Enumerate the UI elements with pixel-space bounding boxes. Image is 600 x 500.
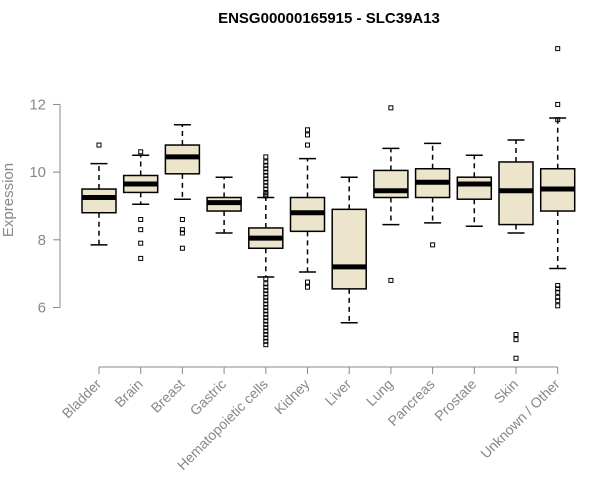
x-tick-label: Lung [363, 376, 396, 409]
outlier-point [263, 176, 269, 182]
outlier-point [555, 101, 561, 107]
outlier-point [555, 298, 561, 304]
y-tick-label: 8 [38, 232, 46, 249]
outlier-point [263, 308, 269, 314]
outlier-point [263, 318, 269, 324]
outlier-point [138, 240, 144, 246]
outlier-point [179, 216, 185, 222]
outlier-point [305, 284, 310, 290]
outlier-point [305, 142, 310, 148]
box-brain [122, 149, 159, 261]
chart-title: ENSG00000165915 - SLC39A13 [218, 10, 440, 27]
outlier-point [430, 242, 436, 248]
outlier-point [263, 179, 269, 185]
outlier-point [555, 46, 561, 52]
outlier-point [138, 216, 144, 222]
outlier-point [305, 127, 310, 133]
box-prostate [456, 154, 493, 228]
outlier-point [513, 355, 519, 361]
outlier-point [263, 169, 269, 175]
outlier-point [263, 338, 269, 344]
box-liver [331, 176, 367, 324]
box-kidney [289, 127, 326, 290]
outlier-point [305, 279, 310, 285]
box-lung [373, 105, 409, 283]
x-tick-label: Skin [491, 376, 522, 407]
outlier-point [138, 255, 144, 261]
outlier-point [263, 328, 269, 334]
box-skin [498, 139, 534, 361]
outlier-point [263, 342, 269, 348]
outlier-point [263, 332, 269, 338]
outlier-point [263, 298, 269, 304]
iqr-box [498, 161, 534, 226]
outlier-point [179, 230, 185, 236]
outlier-point [263, 162, 269, 168]
outlier-point [555, 289, 561, 295]
box-bladder [81, 142, 117, 246]
outlier-point [263, 294, 269, 300]
outlier-point [138, 227, 144, 233]
outlier-point [263, 281, 269, 287]
outlier-point [263, 301, 269, 307]
y-tick-label: 12 [29, 96, 46, 113]
x-tick-label: Kidney [271, 376, 313, 418]
box-unknown-other [539, 46, 576, 309]
outlier-point [179, 227, 185, 233]
outlier-point [263, 325, 269, 331]
outlier-point [555, 294, 561, 300]
iqr-box [456, 176, 493, 200]
outlier-point [263, 173, 269, 179]
outlier-point [263, 321, 269, 327]
outlier-point [263, 193, 269, 199]
outlier-point [263, 315, 269, 321]
outlier-point [555, 286, 561, 292]
outlier-point [263, 311, 269, 317]
iqr-box [373, 169, 409, 199]
iqr-box [331, 208, 367, 290]
outlier-point [263, 291, 269, 297]
outlier-point [263, 276, 269, 282]
y-axis-label: Expression [0, 163, 17, 237]
outlier-point [263, 335, 269, 341]
outlier-point [179, 245, 185, 251]
outlier-point [263, 166, 269, 172]
outlier-point [96, 142, 102, 148]
box-gastric [206, 176, 242, 234]
x-tick-label: Brain [111, 376, 145, 410]
x-tick-label: Prostate [431, 376, 479, 424]
x-tick-label: Bladder [59, 376, 105, 422]
iqr-box [164, 144, 201, 175]
outlier-point [555, 117, 561, 123]
outlier-point [513, 337, 519, 343]
outlier-point [263, 288, 269, 294]
outlier-point [305, 132, 310, 138]
outlier-point [555, 282, 561, 288]
x-tick-label: Liver [322, 376, 355, 409]
box-hematopoietic-cells [248, 154, 284, 348]
iqr-box [81, 188, 117, 214]
outlier-point [263, 183, 269, 189]
outlier-point [263, 154, 269, 160]
outlier-point [555, 303, 561, 309]
outlier-point [263, 159, 269, 165]
outlier-point [263, 186, 269, 192]
outlier-point [138, 149, 144, 155]
y-axis: 6 8 10 12 [29, 96, 61, 316]
x-tick-label: Unknown / Other [477, 376, 563, 462]
box-breast [164, 123, 201, 251]
outlier-point [513, 332, 519, 338]
y-tick-label: 6 [38, 299, 46, 316]
box-pancreas [414, 142, 451, 248]
outlier-point [388, 277, 394, 283]
outlier-point [388, 105, 394, 111]
y-tick-label: 10 [29, 164, 46, 181]
outlier-point [263, 284, 269, 290]
x-tick-label: Breast [148, 376, 188, 416]
outlier-point [263, 304, 269, 310]
box-series [81, 46, 576, 361]
